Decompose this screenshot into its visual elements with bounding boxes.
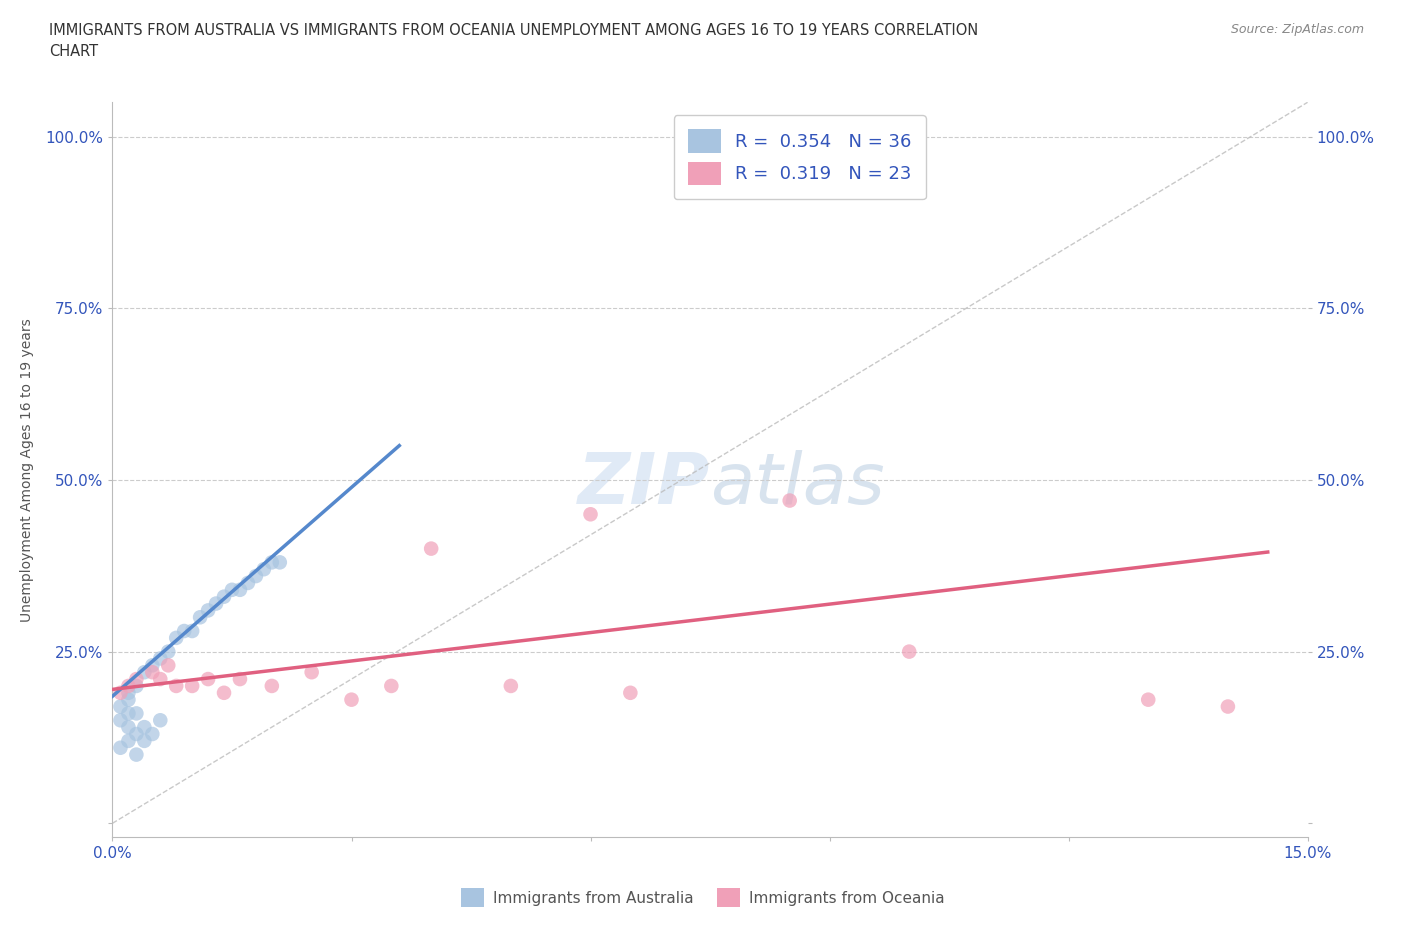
Point (110, 740, 132, 755)
Point (125, 726, 148, 741)
Point (221, 582, 243, 597)
Point (117, 720, 139, 735)
Text: atlas: atlas (710, 450, 884, 519)
Point (898, 644, 921, 659)
Legend: Immigrants from Australia, Immigrants from Oceania: Immigrants from Australia, Immigrants fr… (456, 883, 950, 913)
Point (141, 665, 163, 680)
Point (619, 685, 641, 700)
Point (779, 493, 801, 508)
Point (125, 671, 148, 686)
Point (197, 671, 219, 686)
Text: Source: ZipAtlas.com: Source: ZipAtlas.com (1230, 23, 1364, 36)
Point (197, 603, 219, 618)
Point (134, 720, 156, 735)
Point (579, 507, 602, 522)
Text: ZIP: ZIP (578, 450, 710, 519)
Point (149, 671, 172, 686)
Legend: R =  0.354   N = 36, R =  0.319   N = 23: R = 0.354 N = 36, R = 0.319 N = 23 (673, 115, 925, 199)
Point (301, 665, 323, 680)
Point (499, 679, 522, 694)
Point (157, 644, 180, 659)
Point (236, 576, 259, 591)
Point (141, 726, 163, 741)
Y-axis label: Unemployment Among Ages 16 to 19 years: Unemployment Among Ages 16 to 19 years (20, 318, 34, 621)
Point (212, 590, 235, 604)
Point (1216, 699, 1239, 714)
Text: IMMIGRANTS FROM AUSTRALIA VS IMMIGRANTS FROM OCEANIA UNEMPLOYMENT AMONG AGES 16 : IMMIGRANTS FROM AUSTRALIA VS IMMIGRANTS … (49, 23, 979, 38)
Point (125, 679, 148, 694)
Point (134, 665, 156, 680)
Point (212, 685, 235, 700)
Point (110, 699, 132, 714)
Point (117, 706, 139, 721)
Point (149, 712, 172, 727)
Point (117, 685, 139, 700)
Point (260, 555, 283, 570)
Point (110, 712, 132, 727)
Point (117, 734, 139, 749)
Text: CHART: CHART (49, 44, 98, 59)
Point (125, 747, 148, 762)
Point (229, 671, 252, 686)
Point (173, 624, 195, 639)
Point (1137, 692, 1160, 707)
Point (188, 610, 211, 625)
Point (380, 679, 402, 694)
Point (181, 624, 204, 639)
Point (229, 582, 252, 597)
Point (420, 541, 443, 556)
Point (205, 596, 228, 611)
Point (149, 651, 172, 666)
Point (269, 555, 291, 570)
Point (245, 568, 267, 583)
Point (181, 679, 204, 694)
Point (110, 685, 132, 700)
Point (165, 679, 187, 694)
Point (117, 692, 139, 707)
Point (157, 658, 180, 672)
Point (117, 679, 139, 694)
Point (165, 631, 187, 645)
Point (260, 679, 283, 694)
Point (253, 562, 276, 577)
Point (125, 706, 148, 721)
Point (134, 734, 156, 749)
Point (141, 658, 163, 672)
Point (340, 692, 363, 707)
